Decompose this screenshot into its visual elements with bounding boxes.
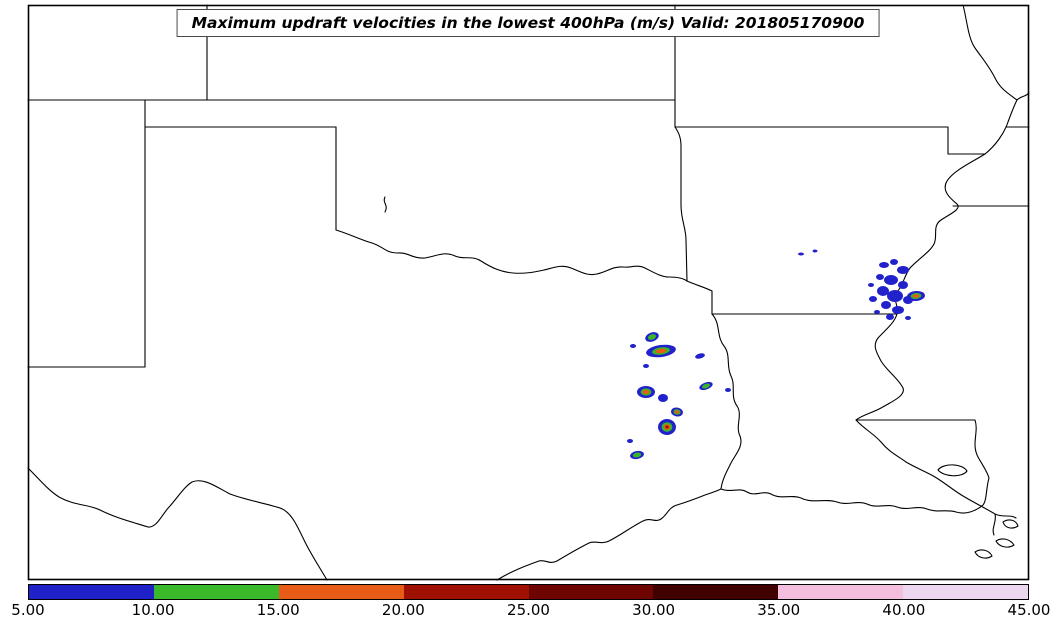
colorbar-tick: 20.00 — [381, 601, 425, 619]
updraft-cell-level1 — [879, 262, 889, 268]
updraft-cell-level1 — [812, 249, 818, 253]
updraft-cell-level1 — [877, 286, 889, 296]
plot-title: Maximum updraft velocities in the lowest… — [191, 14, 865, 32]
updraft-cell-level4 — [665, 425, 669, 429]
updraft-cell-level2 — [701, 383, 711, 389]
updraft-cell-level1 — [876, 274, 884, 280]
colorbar-tick: 25.00 — [507, 601, 550, 619]
updraft-cell-level1 — [887, 290, 903, 302]
colorbar-segment-15.00-20.00 — [278, 585, 404, 599]
state-borders — [27, 4, 1030, 581]
updraft-cell-level1 — [905, 316, 911, 320]
colorbar-segment-30.00-35.00 — [653, 585, 779, 599]
colorbar-segment-25.00-30.00 — [528, 585, 654, 599]
map-frame — [27, 4, 1030, 581]
lower-mississippi-louisiana — [855, 419, 1017, 536]
colorbar-tick: 35.00 — [757, 601, 801, 619]
updraft-cell-level1 — [874, 310, 880, 314]
colorbar-segment-10.00-15.00 — [153, 585, 279, 599]
colorbar-tick: 5.00 — [11, 601, 45, 619]
sabine-texas-louisiana — [711, 313, 742, 490]
border-louisiana-mississippi — [855, 419, 990, 479]
oklahoma-lake-squiggle — [383, 196, 387, 213]
updraft-cell-level1 — [725, 388, 731, 392]
updraft-cell-level3 — [642, 389, 650, 395]
coastal-islands — [974, 519, 1019, 559]
updraft-cell-level1 — [695, 353, 705, 359]
updraft-cell-level1 — [892, 306, 904, 314]
updraft-cell-level1 — [869, 296, 877, 302]
updraft-cell-level1 — [886, 314, 894, 320]
updraft-cell-level1 — [627, 439, 633, 443]
colorbar — [28, 584, 1029, 600]
colorbar-segment-5.00-10.00 — [29, 585, 154, 599]
colorbar-tick: 45.00 — [1007, 601, 1051, 619]
louisiana-gulf-coast — [720, 477, 990, 514]
colorbar-tick: 30.00 — [632, 601, 676, 619]
border-arkansas-missouri-bootheel — [674, 126, 986, 155]
rio-grande — [27, 467, 328, 581]
lake-pontchartrain — [937, 464, 968, 477]
updraft-cell-level2 — [647, 334, 657, 340]
mississippi-river-north — [962, 4, 1018, 155]
updraft-cell-level1 — [898, 281, 908, 289]
updraft-cell-level3 — [674, 410, 680, 414]
colorbar-segment-20.00-25.00 — [403, 585, 529, 599]
updraft-cell-level2 — [632, 452, 642, 458]
updraft-cell-level1 — [630, 344, 636, 348]
texas-gulf-coast — [496, 488, 722, 581]
colorbar-segment-40.00-45.00 — [903, 585, 1028, 599]
red-river-texas-oklahoma — [335, 229, 688, 282]
colorbar-tick: 40.00 — [882, 601, 926, 619]
colorbar-tick: 10.00 — [131, 601, 175, 619]
updraft-cell-level1 — [897, 266, 909, 274]
colorbar-tick: 15.00 — [256, 601, 300, 619]
colorbar-segment-35.00-40.00 — [778, 585, 904, 599]
updraft-cell-level3 — [912, 294, 920, 298]
updraft-cell-level1 — [658, 394, 668, 402]
updraft-cell-level1 — [643, 364, 649, 368]
colorbar-ticks: 5.00 10.00 15.00 20.00 25.00 30.00 35.00 40.00 4… — [0, 601, 1060, 623]
updraft-cell-level1 — [890, 259, 898, 265]
updraft-cell-level1 — [884, 275, 898, 285]
ohio-river-stub — [1016, 92, 1030, 101]
red-river-arkansas — [686, 280, 713, 292]
border-oklahoma-arkansas — [674, 126, 688, 282]
updraft-cell-level3 — [655, 348, 667, 354]
updraft-cell-level1 — [798, 252, 804, 256]
updraft-cells — [627, 249, 925, 460]
updraft-cell-level1 — [881, 301, 891, 309]
updraft-cell-level1 — [868, 283, 874, 287]
plot-title-box: Maximum updraft velocities in the lowest… — [176, 9, 880, 37]
